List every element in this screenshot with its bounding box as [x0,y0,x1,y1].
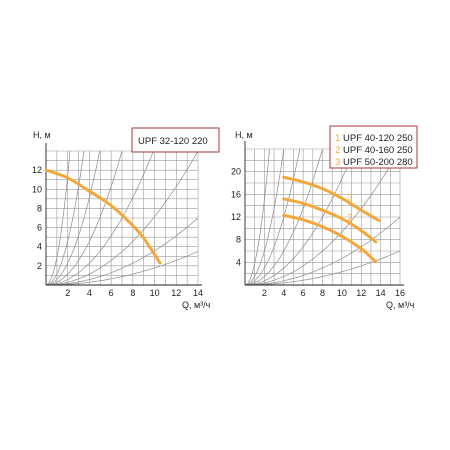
x-tick-label: 2 [262,288,267,298]
system-curve [46,151,123,285]
legend-left: UPF 32-120 220 [131,127,220,153]
y-tick-label: 8 [37,203,42,213]
series-line-1 [282,213,378,264]
x-axis-label-left: Q, м³/ч [182,300,211,310]
y-tick-label: 2 [37,261,42,271]
y-axis-label-right: H, м [235,130,253,140]
system-curve [245,149,285,285]
x-tick-label: 12 [356,288,366,298]
legend-num-3: 3 [335,157,340,168]
series-marker-2: 2 [348,213,353,223]
axes-left: 2 4 6 8 10 12 14 2 4 6 8 10 12 [32,143,203,298]
y-tick-label: 8 [236,235,241,245]
x-axis-label-right: Q, м³/ч [386,300,415,310]
system-curve [46,151,101,285]
system-curve [245,149,323,285]
y-tick-label: 10 [32,184,42,194]
series-marker-1: 1 [358,245,363,255]
legend-num-1: 1 [335,133,340,144]
series-left [44,168,162,265]
series-line-2 [282,197,378,244]
x-tick-label: 8 [320,288,325,298]
legend-box-left [131,127,220,153]
legend-entry-1: UPF 40-120 250 [343,133,413,144]
x-tick-label: 6 [109,288,114,298]
series-marker-3: 3 [348,192,353,202]
system-curve [46,151,154,285]
system-curve [245,149,400,285]
legend-right: 1 UPF 40-120 250 2 UPF 40-160 250 3 UPF … [329,125,418,169]
y-tick-label: 12 [32,165,42,175]
system-curve [46,217,198,285]
system-curve [46,151,198,285]
legend-entry-3: UPF 50-200 280 [343,157,413,168]
chart-left: 2 4 6 8 10 12 14 2 4 6 8 10 12 H, м Q, м³/ч UPF 32-1… [32,127,220,310]
x-tick-label: 6 [301,288,306,298]
x-tick-label: 10 [150,288,160,298]
system-curve [245,216,400,285]
y-tick-label: 12 [231,212,241,222]
series-line-1 [44,168,162,265]
x-tick-label: 8 [130,288,135,298]
series-line-3 [282,175,381,222]
y-tick-label: 6 [37,223,42,233]
x-tick-label: 14 [376,288,386,298]
y-tick-label: 16 [231,189,241,199]
legend-title-left: UPF 32-120 220 [138,136,208,147]
x-tick-label: 2 [65,288,70,298]
y-tick-label: 4 [37,242,42,252]
x-tick-label: 12 [171,288,181,298]
legend-num-2: 2 [335,145,340,156]
system-curve [245,149,355,285]
system-curves-left [46,151,198,285]
legend-entry-2: UPF 40-160 250 [343,145,413,156]
y-tick-label: 4 [236,257,241,267]
y-axis-label-left: H, м [33,130,51,140]
x-tick-label: 4 [87,288,92,298]
x-tick-label: 14 [193,288,203,298]
legend-box-right [329,125,418,169]
series-right: 1 2 3 [282,175,381,264]
x-tick-label: 4 [281,288,286,298]
system-curve [245,149,301,285]
x-tick-label: 16 [395,288,405,298]
system-curve [46,251,198,285]
system-curve [46,151,85,285]
x-tick-label: 10 [337,288,347,298]
y-tick-label: 20 [231,167,241,177]
